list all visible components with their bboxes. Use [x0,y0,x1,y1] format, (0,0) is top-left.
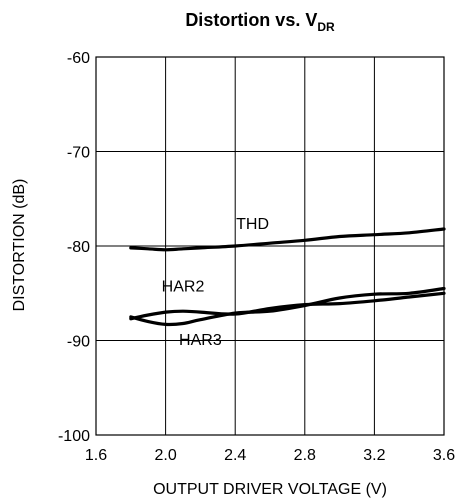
y-tick-label-4: -100 [58,428,90,445]
series-label-har3: HAR3 [179,332,222,349]
series-layer [129,227,446,327]
series-label-thd: THD [236,216,269,233]
x-tick-label-0: 1.6 [85,447,107,464]
plot-frame [95,56,445,436]
y-tick-label-1: -70 [67,145,90,162]
y-axis-label: DISTORTION (dB) [11,179,28,312]
series-line-har3 [129,286,446,327]
series-line-thd [129,227,446,252]
x-tick-labels: 1.6 2.0 2.4 2.8 3.2 3.6 [85,447,455,464]
series-labels: THD HAR2 HAR3 [162,216,269,349]
x-tick-label-1: 2.0 [154,447,176,464]
y-tick-label-2: -80 [67,239,90,256]
x-tick-label-2: 2.4 [224,447,246,464]
x-tick-label-5: 3.6 [433,447,455,464]
chart-title-subscript: DR [317,20,335,34]
y-tick-label-3: -90 [67,334,90,351]
y-tick-labels: -60 -70 -80 -90 -100 [58,50,90,445]
x-tick-label-3: 2.8 [294,447,316,464]
series-label-har2: HAR2 [162,278,205,295]
x-tick-label-4: 3.2 [363,447,385,464]
chart-title: Distortion vs. VDR [185,10,335,34]
chart-title-text: Distortion vs. V [185,10,317,30]
series-line-har2 [129,291,446,321]
x-axis-label: OUTPUT DRIVER VOLTAGE (V) [153,481,387,498]
grid-lines [95,56,445,436]
y-tick-label-0: -60 [67,50,90,67]
